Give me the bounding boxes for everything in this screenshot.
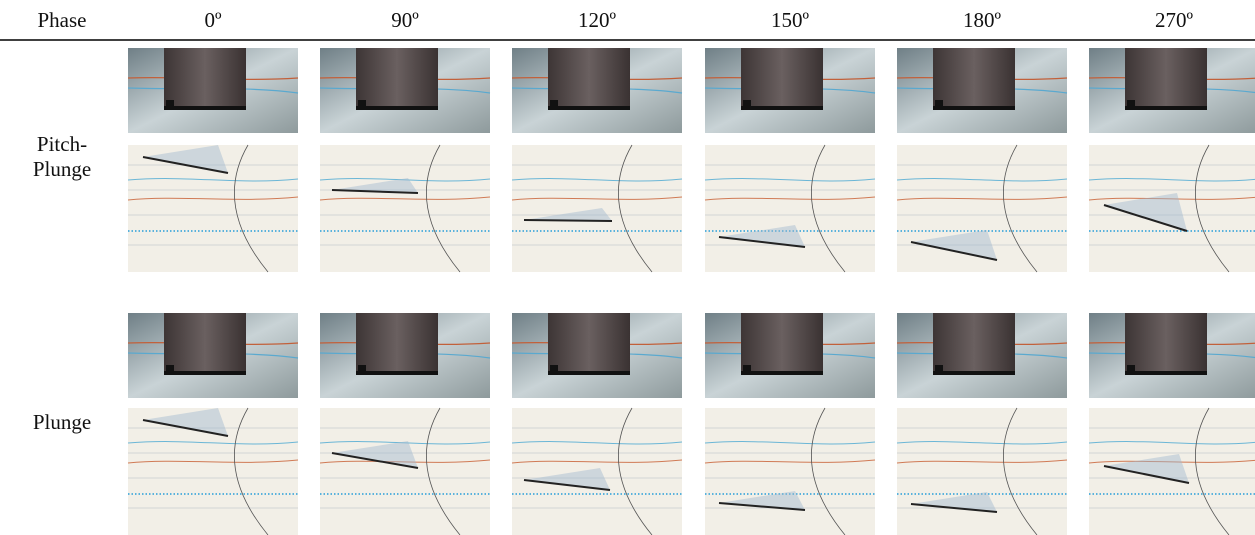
photo-background [705, 408, 875, 535]
plate-edge [1125, 371, 1207, 375]
figure: Phase Pitch-Plunge Plunge (() => { const… [0, 0, 1255, 535]
figure-graphics [0, 0, 1255, 535]
side-view-photo [705, 408, 875, 535]
phase-label: 180º [897, 8, 1067, 33]
side-view-photo [897, 408, 1067, 535]
plate-edge [356, 371, 438, 375]
side-view-photo [128, 145, 298, 272]
plate-edge [933, 371, 1015, 375]
plate [741, 48, 823, 110]
plate [933, 313, 1015, 375]
photo-background [705, 145, 875, 272]
plate-edge [933, 106, 1015, 110]
top-view-photo [320, 48, 490, 133]
photo-background [512, 145, 682, 272]
top-view-photo [705, 48, 875, 133]
plate-mark [1127, 100, 1135, 106]
plate-edge [164, 106, 246, 110]
side-view-photo [128, 408, 298, 535]
plate-edge [548, 106, 630, 110]
plate-mark [743, 100, 751, 106]
side-view-photo [320, 408, 490, 535]
top-view-photo [1089, 313, 1255, 398]
side-view-photo [897, 145, 1067, 272]
side-view-photo [320, 145, 490, 272]
top-view-photo [512, 313, 682, 398]
top-view-photo [512, 48, 682, 133]
airfoil [524, 220, 612, 221]
plate-mark [1127, 365, 1135, 371]
side-view-photo [512, 408, 682, 535]
photo-background [320, 145, 490, 272]
phase-header: Phase [22, 8, 102, 33]
top-view-photo [320, 313, 490, 398]
side-view-photo [1089, 408, 1255, 535]
top-view-photo [1089, 48, 1255, 133]
plate-mark [935, 365, 943, 371]
plate [1125, 48, 1207, 110]
photo-background [320, 408, 490, 535]
side-view-photo [512, 145, 682, 272]
top-view-photo [128, 313, 298, 398]
top-view-photo [128, 48, 298, 133]
plate-mark [550, 365, 558, 371]
plate-mark [550, 100, 558, 106]
plate [548, 48, 630, 110]
plate [164, 48, 246, 110]
phase-label: 120º [512, 8, 682, 33]
plate [741, 313, 823, 375]
plate-mark [935, 100, 943, 106]
phase-label: 150º [705, 8, 875, 33]
side-view-photo [1089, 145, 1255, 272]
plate-edge [1125, 106, 1207, 110]
top-view-photo [897, 313, 1067, 398]
top-view-photo [705, 313, 875, 398]
photo-background [897, 408, 1067, 535]
row-label: Pitch-Plunge [22, 132, 102, 182]
phase-label: 90º [320, 8, 490, 33]
phase-label: 270º [1089, 8, 1255, 33]
plate [933, 48, 1015, 110]
plate-mark [358, 100, 366, 106]
plate-mark [743, 365, 751, 371]
row-label: Plunge [22, 410, 102, 435]
plate-edge [741, 106, 823, 110]
plate-mark [166, 100, 174, 106]
top-view-photo [897, 48, 1067, 133]
plate-edge [548, 371, 630, 375]
plate-edge [164, 371, 246, 375]
plate [356, 313, 438, 375]
plate-mark [166, 365, 174, 371]
plate-edge [356, 106, 438, 110]
plate [548, 313, 630, 375]
side-view-photo [705, 145, 875, 272]
plate [356, 48, 438, 110]
plate [164, 313, 246, 375]
plate [1125, 313, 1207, 375]
plate-mark [358, 365, 366, 371]
phase-label: 0º [128, 8, 298, 33]
plate-edge [741, 371, 823, 375]
